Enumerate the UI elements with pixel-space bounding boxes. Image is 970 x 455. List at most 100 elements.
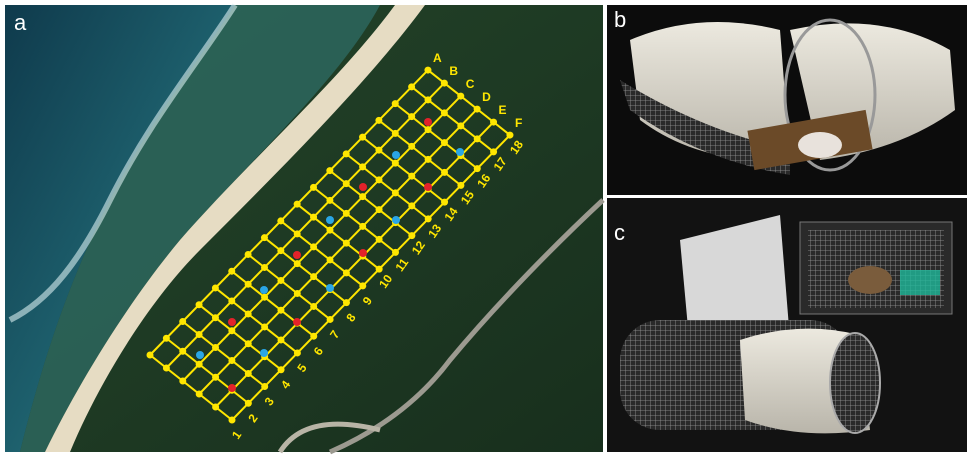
- trap-point: [490, 118, 498, 126]
- grid-line: [198, 108, 478, 395]
- trap-point: [342, 150, 350, 158]
- red-dot: [293, 251, 301, 259]
- trap-point: [473, 135, 481, 143]
- trap-point: [391, 159, 399, 167]
- trap-point: [244, 310, 252, 318]
- grid-line: [231, 134, 511, 421]
- grid-line: [165, 82, 446, 369]
- surf: [8, 3, 238, 323]
- trap-point: [424, 215, 432, 223]
- blue-dot: [456, 148, 464, 156]
- trap-point: [392, 248, 399, 256]
- row-label: D: [482, 90, 491, 104]
- trap-point: [293, 349, 301, 357]
- trap-point: [342, 180, 350, 188]
- trap-point: [293, 289, 301, 297]
- trap-point: [326, 256, 334, 264]
- trap-point: [261, 293, 269, 301]
- red-dot: [359, 249, 367, 257]
- trap-point: [195, 360, 203, 368]
- blue-dot: [260, 286, 268, 294]
- red-dot: [359, 183, 367, 191]
- trap-point: [408, 172, 416, 180]
- trap-point: [228, 267, 236, 275]
- trap-point: [490, 148, 498, 156]
- trap-point: [293, 260, 301, 268]
- trap-point: [195, 390, 203, 398]
- trap-point: [244, 399, 252, 407]
- bag: [900, 270, 940, 295]
- trap-point: [310, 183, 317, 191]
- trap-point: [228, 297, 236, 305]
- trap-point: [261, 323, 269, 331]
- trap-point: [326, 315, 334, 323]
- panel-b: b: [607, 5, 967, 195]
- panel-label: c: [614, 220, 625, 245]
- trap-point: [359, 163, 367, 171]
- blue-dot: [392, 151, 400, 159]
- trap-point: [244, 340, 252, 348]
- road: [277, 421, 381, 454]
- trap-point: [261, 263, 268, 271]
- trap-point: [212, 403, 220, 411]
- trap-point: [310, 213, 318, 221]
- trap-point: [310, 273, 318, 281]
- trap-point: [457, 122, 465, 130]
- trap-point: [440, 79, 448, 87]
- trap-point: [375, 235, 383, 243]
- trap-point: [293, 230, 301, 238]
- trap-point: [342, 269, 350, 277]
- rat: [848, 266, 892, 294]
- trap-point: [211, 284, 219, 292]
- trap-point: [473, 165, 481, 173]
- trap-point: [244, 250, 252, 258]
- trap-point: [310, 243, 318, 251]
- panel-label: b: [614, 7, 626, 32]
- trap-point: [342, 209, 350, 217]
- trap-point: [375, 206, 383, 214]
- trap-point: [424, 96, 432, 104]
- row-label: F: [515, 116, 522, 130]
- trap-point: [277, 217, 285, 225]
- trap-point: [277, 276, 285, 284]
- grid-line: [182, 95, 462, 382]
- trap-point: [162, 334, 170, 342]
- trap-point: [473, 105, 481, 113]
- grid-line: [214, 121, 495, 408]
- trap-point: [408, 232, 416, 240]
- open-lid: [680, 215, 790, 350]
- trap-point: [441, 198, 449, 206]
- trap-point: [277, 247, 285, 255]
- trap-point: [408, 202, 416, 210]
- trap-point: [408, 83, 416, 91]
- trap-point: [391, 100, 399, 108]
- beach: [45, 5, 425, 452]
- trap-point: [326, 226, 334, 234]
- blue-dot: [392, 216, 400, 224]
- trap-point: [260, 234, 268, 242]
- trap-point: [195, 330, 203, 338]
- trap-point: [212, 373, 220, 381]
- trap-point: [277, 366, 285, 374]
- blue-dot: [196, 351, 204, 359]
- trap-point: [228, 356, 236, 364]
- trap-point: [424, 126, 432, 134]
- red-dot: [293, 318, 301, 326]
- trap-mesh: [620, 80, 790, 175]
- red-dot: [228, 384, 236, 392]
- dots: [196, 118, 464, 392]
- trap-point: [359, 193, 367, 201]
- trap-point: [310, 332, 318, 340]
- trap-point: [326, 167, 334, 175]
- trap-ring: [829, 332, 881, 434]
- sea: [5, 5, 235, 452]
- trap-point: [375, 146, 383, 154]
- blue-dot: [260, 349, 268, 357]
- grid-line: [149, 69, 429, 356]
- blue-dot: [326, 284, 334, 292]
- row-label: C: [466, 77, 475, 91]
- trap-point: [457, 92, 465, 100]
- trap-point: [359, 222, 367, 230]
- trap-point: [391, 189, 399, 197]
